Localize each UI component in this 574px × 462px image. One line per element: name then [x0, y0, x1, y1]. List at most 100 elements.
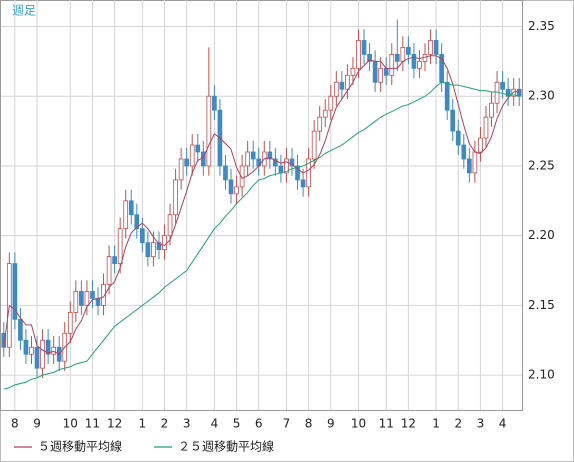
legend-label: ２５週移動平均線: [178, 439, 274, 454]
candle-body: [101, 284, 106, 306]
candle-body: [84, 291, 90, 306]
candle-body: [267, 151, 273, 160]
candle-body: [95, 298, 101, 306]
candle-body: [178, 158, 184, 181]
candle-body: [51, 346, 56, 355]
candle-body: [29, 346, 34, 355]
candle-body: [467, 158, 472, 174]
candle-body: [212, 95, 217, 111]
candle-body: [306, 158, 311, 188]
candle-body: [483, 116, 489, 139]
candle-body: [151, 242, 156, 257]
candle-body: [289, 158, 295, 167]
candle-body: [173, 179, 178, 216]
candle-body: [367, 53, 372, 62]
candle-body: [516, 88, 522, 97]
candle-body: [505, 88, 511, 97]
candle-body: [417, 60, 422, 69]
candle-body: [339, 81, 345, 90]
candle-body: [189, 144, 195, 167]
candle-body: [394, 53, 400, 62]
candle-body: [444, 81, 450, 111]
candle-body: [489, 102, 494, 118]
x-tick-label: 12: [401, 417, 416, 431]
y-tick-label: 2.15: [528, 298, 555, 312]
candle-body: [361, 40, 367, 55]
candle-body: [300, 179, 306, 188]
candle-body: [450, 109, 456, 132]
candle-body: [461, 144, 467, 160]
candle-body: [284, 158, 289, 174]
x-tick-label: 6: [255, 417, 263, 431]
candle-body: [317, 116, 323, 132]
x-tick-label: 3: [477, 417, 485, 431]
candle-body: [40, 339, 45, 369]
candle-body: [239, 165, 245, 188]
candle-body: [433, 40, 439, 55]
candle-body: [90, 291, 95, 299]
candle-body: [23, 339, 29, 355]
candle-body: [278, 165, 284, 174]
chart-title: 週足: [12, 4, 36, 18]
candle-body: [1, 332, 7, 348]
candle-body: [223, 165, 228, 181]
candle-body: [156, 242, 162, 251]
ma-line: [3, 81, 520, 390]
candle-body: [73, 291, 79, 313]
y-tick-label: 2.30: [528, 89, 555, 103]
x-tick-label: 2: [161, 417, 169, 431]
candle-body: [206, 95, 212, 167]
x-tick-label: 1: [139, 417, 147, 431]
candle-body: [455, 130, 461, 146]
candle-body: [145, 242, 151, 257]
candle-body: [372, 60, 378, 83]
candle-body: [45, 339, 51, 355]
candle-body: [428, 40, 433, 55]
candle-body: [134, 214, 140, 230]
x-tick-label: 1: [432, 417, 440, 431]
candle-body: [228, 179, 234, 195]
candle-body: [117, 228, 123, 264]
candle-body: [234, 186, 239, 195]
y-tick-label: 2.25: [528, 158, 555, 172]
candle-body: [345, 74, 350, 90]
candle-body: [378, 67, 384, 83]
candle-body: [128, 200, 134, 216]
x-tick-label: 9: [327, 417, 335, 431]
x-tick-label: 9: [33, 417, 41, 431]
candle-body: [123, 200, 129, 230]
candle-body: [106, 256, 112, 285]
candle-body: [12, 263, 18, 320]
candle-body: [406, 47, 411, 55]
legend-label: ５週移動平均線: [38, 439, 122, 454]
candle-body: [333, 81, 339, 97]
candle-body: [478, 137, 483, 153]
x-tick-label: 11: [85, 417, 100, 431]
candle-body: [162, 235, 167, 251]
x-tick-label: 10: [63, 417, 78, 431]
candle-body: [79, 291, 84, 306]
candle-body: [311, 130, 317, 160]
candle-body: [356, 40, 361, 69]
candle-body: [167, 214, 173, 237]
x-tick-label: 12: [107, 417, 122, 431]
x-tick-label: 10: [351, 417, 366, 431]
ma-line: [3, 55, 520, 355]
candle-body: [328, 95, 334, 111]
candle-body: [295, 165, 300, 181]
candle-body: [67, 311, 73, 334]
candle-body: [250, 151, 256, 160]
x-tick-label: 8: [11, 417, 19, 431]
candle-body: [139, 228, 145, 244]
x-tick-label: 3: [183, 417, 191, 431]
candle-body: [500, 81, 505, 90]
candle-body: [400, 47, 406, 62]
plot-border: [0, 0, 523, 411]
candle-body: [18, 318, 23, 341]
candle-body: [472, 151, 478, 174]
candle-body: [34, 346, 40, 369]
candle-body: [411, 53, 417, 69]
y-tick-label: 2.10: [528, 368, 555, 382]
